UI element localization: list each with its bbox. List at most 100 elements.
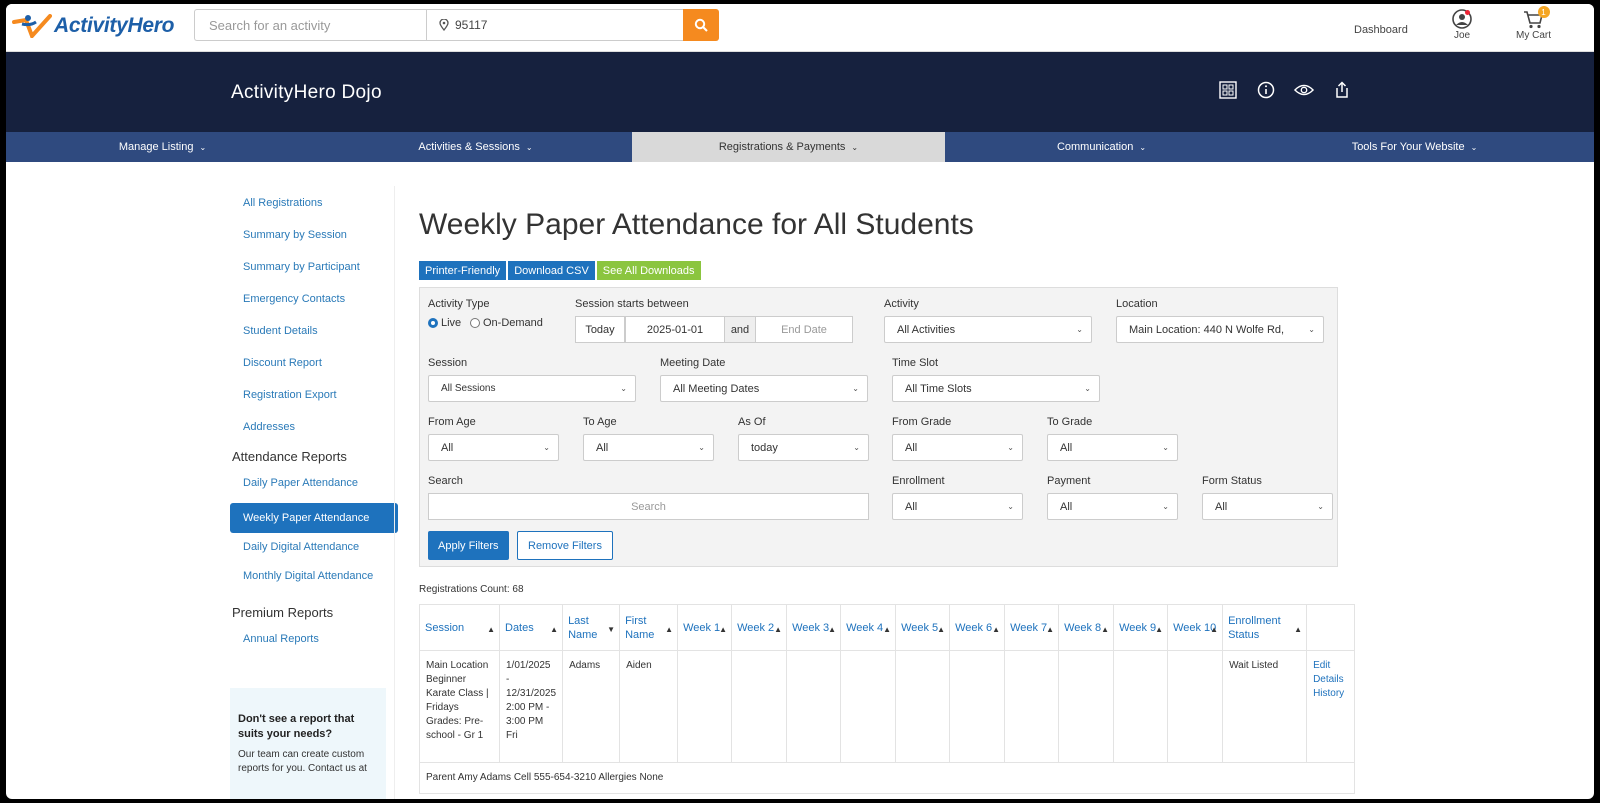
nav-manage-listing[interactable]: Manage Listing ⌄ — [6, 132, 319, 162]
enrollment-select[interactable]: All ⌄ — [892, 493, 1023, 520]
col-first-name[interactable]: First Name ▲ — [619, 604, 679, 651]
sidebar-item-daily-paper[interactable]: Daily Paper Attendance — [243, 477, 358, 489]
cell-week[interactable] — [731, 650, 788, 763]
cell-week[interactable] — [1004, 650, 1060, 763]
qr-code-icon[interactable] — [1218, 80, 1238, 100]
chevron-down-icon: ⌄ — [851, 142, 859, 152]
live-radio[interactable]: Live — [428, 317, 461, 329]
location-select[interactable]: Main Location: 440 N Wolfe Rd, ⌄ — [1116, 316, 1324, 343]
cell-week[interactable] — [895, 650, 951, 763]
payment-select[interactable]: All ⌄ — [1047, 493, 1178, 520]
remove-filters-button[interactable]: Remove Filters — [517, 531, 613, 560]
top-bar: ActivityHero Search for an activity 9511… — [6, 4, 1594, 52]
col-week-6[interactable]: Week 6 ▲ — [949, 604, 1006, 651]
edit-link[interactable]: Edit — [1313, 660, 1331, 671]
col-dates[interactable]: Dates ▲ — [498, 604, 564, 651]
col-session[interactable]: Session ▲︎ — [419, 604, 500, 651]
search-icon — [694, 18, 708, 32]
from-age-select[interactable]: All ⌄ — [428, 434, 559, 461]
chevron-down-icon: ⌄ — [1162, 443, 1169, 452]
col-week-9[interactable]: Week 9 ▲ — [1113, 604, 1169, 651]
sidebar-item-all-registrations[interactable]: All Registrations — [243, 197, 323, 209]
search-label: Search — [428, 475, 463, 487]
on-demand-radio[interactable]: On-Demand — [470, 317, 543, 329]
filter-search-input[interactable]: Search — [428, 493, 869, 520]
cell-week[interactable] — [1113, 650, 1169, 763]
cell-week[interactable] — [1167, 650, 1224, 763]
sidebar-item-discount-report[interactable]: Discount Report — [243, 357, 322, 369]
details-link[interactable]: Details — [1313, 674, 1344, 685]
sort-icon: ▲ — [719, 625, 728, 634]
logo[interactable]: ActivityHero — [12, 12, 174, 40]
nav-registrations-payments[interactable]: Registrations & Payments ⌄ — [632, 132, 945, 162]
start-date-input[interactable]: 2025-01-01 — [625, 316, 725, 343]
activity-select[interactable]: All Activities ⌄ — [884, 316, 1092, 343]
as-of-label: As Of — [738, 416, 766, 428]
col-week-10[interactable]: Week 10 ▲ — [1167, 604, 1224, 651]
sidebar-item-addresses[interactable]: Addresses — [243, 421, 295, 433]
end-date-input[interactable]: End Date — [755, 316, 853, 343]
time-slot-label: Time Slot — [892, 357, 939, 369]
apply-filters-button[interactable]: Apply Filters — [428, 531, 509, 560]
as-of-select[interactable]: today ⌄ — [738, 434, 869, 461]
share-icon[interactable] — [1332, 80, 1352, 100]
col-week-5[interactable]: Week 5 ▲ — [895, 604, 951, 651]
dashboard-link[interactable]: Dashboard — [1354, 24, 1408, 36]
today-button[interactable]: Today — [575, 316, 625, 343]
location-label: Location — [1116, 298, 1158, 310]
session-select[interactable]: All Sessions ⌄ — [428, 375, 636, 402]
zip-input[interactable]: 95117 — [426, 9, 684, 41]
cart-link[interactable]: 1 My Cart — [1516, 6, 1551, 41]
sidebar-item-weekly-paper[interactable]: Weekly Paper Attendance — [230, 503, 398, 533]
sidebar-item-daily-digital[interactable]: Daily Digital Attendance — [243, 541, 360, 553]
time-slot-select[interactable]: All Time Slots ⌄ — [892, 375, 1100, 402]
from-grade-label: From Grade — [892, 416, 952, 428]
user-menu[interactable]: Joe — [1451, 8, 1473, 41]
printer-friendly-button[interactable]: Printer-Friendly — [419, 261, 507, 280]
cell-week[interactable] — [677, 650, 733, 763]
sidebar-item-registration-export[interactable]: Registration Export — [243, 389, 337, 401]
col-label: Week 9 — [1119, 621, 1157, 634]
cell-week[interactable] — [1058, 650, 1115, 763]
as-of-value: today — [751, 441, 778, 454]
sidebar-item-annual-reports[interactable]: Annual Reports — [243, 633, 319, 645]
cell-week[interactable] — [840, 650, 897, 763]
form-status-select[interactable]: All ⌄ — [1202, 493, 1333, 520]
sort-icon: ▲ — [1046, 625, 1055, 634]
sort-icon: ▲ — [665, 625, 674, 634]
meeting-date-select[interactable]: All Meeting Dates ⌄ — [660, 375, 868, 402]
col-enrollment-status[interactable]: Enrollment Status ▲ — [1222, 604, 1308, 651]
to-age-select[interactable]: All ⌄ — [583, 434, 714, 461]
chevron-down-icon: ⌄ — [1308, 325, 1315, 334]
sidebar-item-emergency-contacts[interactable]: Emergency Contacts — [243, 293, 346, 305]
cell-actions: Edit Details History — [1306, 650, 1356, 763]
search-button[interactable] — [683, 9, 719, 41]
col-week-3[interactable]: Week 3 ▲ — [786, 604, 842, 651]
sidebar-item-student-details[interactable]: Student Details — [243, 325, 318, 337]
see-all-downloads-button[interactable]: See All Downloads — [596, 261, 701, 280]
preview-eye-icon[interactable] — [1294, 80, 1314, 100]
col-week-8[interactable]: Week 8 ▲ — [1058, 604, 1115, 651]
download-csv-button[interactable]: Download CSV — [508, 261, 595, 280]
nav-communication[interactable]: Communication ⌄ — [945, 132, 1258, 162]
to-grade-select[interactable]: All ⌄ — [1047, 434, 1178, 461]
sidebar-item-summary-participant[interactable]: Summary by Participant — [243, 261, 360, 273]
col-week-7[interactable]: Week 7 ▲ — [1004, 604, 1060, 651]
nav-tools-website[interactable]: Tools For Your Website ⌄ — [1258, 132, 1571, 162]
cell-week[interactable] — [949, 650, 1006, 763]
sidebar-item-summary-session[interactable]: Summary by Session — [243, 229, 347, 241]
info-icon[interactable] — [1256, 80, 1276, 100]
sidebar-item-monthly-digital[interactable]: Monthly Digital Attendance — [243, 570, 374, 582]
help-heading: Don't see a report that suits your needs… — [238, 713, 355, 740]
nav-activities-sessions[interactable]: Activities & Sessions ⌄ — [319, 132, 632, 162]
history-link[interactable]: History — [1313, 688, 1345, 699]
col-week-1[interactable]: Week 1 ▲ — [677, 604, 733, 651]
chevron-down-icon: ⌄ — [1470, 142, 1478, 152]
col-week-4[interactable]: Week 4 ▲ — [840, 604, 897, 651]
cell-week[interactable] — [786, 650, 842, 763]
from-grade-select[interactable]: All ⌄ — [892, 434, 1023, 461]
activity-search-input[interactable]: Search for an activity — [194, 9, 426, 41]
col-week-2[interactable]: Week 2 ▲ — [731, 604, 788, 651]
col-last-name[interactable]: Last Name ▼ — [562, 604, 621, 651]
main-nav: Manage Listing ⌄ Activities & Sessions ⌄ R… — [6, 132, 1594, 162]
